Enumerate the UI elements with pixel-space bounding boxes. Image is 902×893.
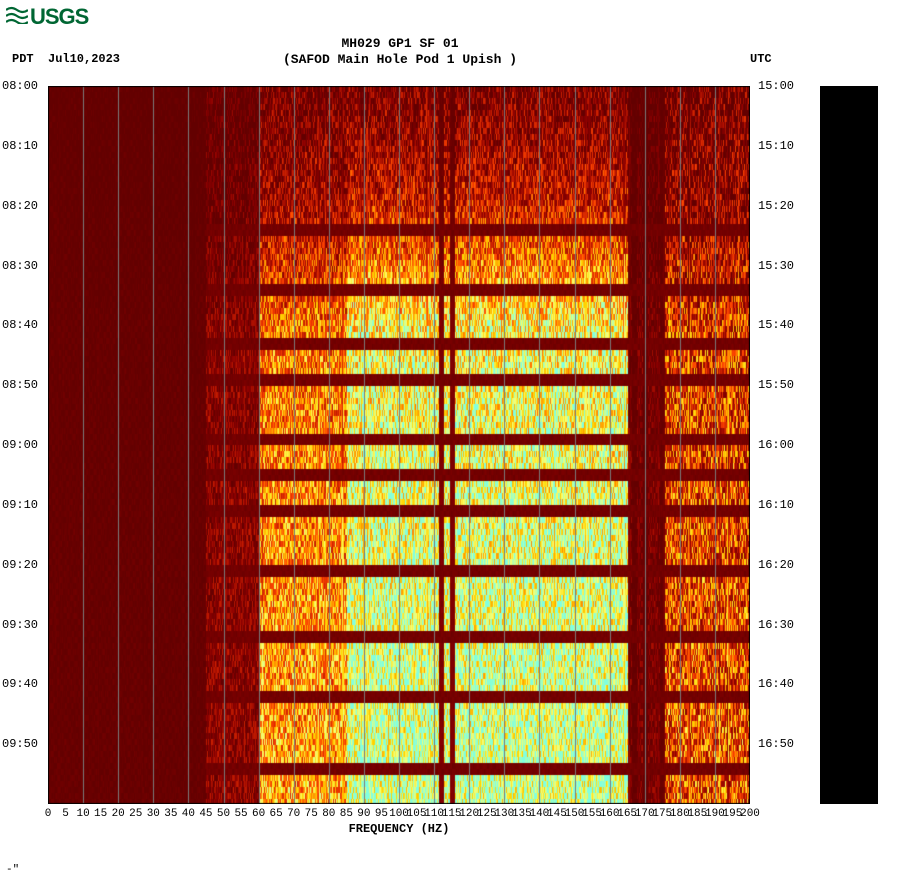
xtick: 60 xyxy=(252,808,265,820)
ytick-right: 15:00 xyxy=(758,79,794,93)
xaxis-label: FREQUENCY (HZ) xyxy=(48,822,750,836)
xtick: 25 xyxy=(129,808,142,820)
xtick: 10 xyxy=(76,808,89,820)
xtick: 70 xyxy=(287,808,300,820)
timezone-left-label: PDT xyxy=(12,52,34,66)
spectrogram-plot xyxy=(48,86,750,804)
xtick: 35 xyxy=(164,808,177,820)
date-label: Jul10,2023 xyxy=(48,52,120,66)
xtick: 40 xyxy=(182,808,195,820)
ytick-left: 08:00 xyxy=(2,79,38,93)
logo-waves-icon xyxy=(6,4,28,30)
ytick-right: 15:20 xyxy=(758,199,794,213)
xtick: 200 xyxy=(740,808,760,820)
xtick: 55 xyxy=(234,808,247,820)
xtick: 75 xyxy=(305,808,318,820)
ytick-left: 09:30 xyxy=(2,618,38,632)
xtick: 95 xyxy=(375,808,388,820)
xtick: 30 xyxy=(147,808,160,820)
ytick-left: 09:20 xyxy=(2,558,38,572)
ytick-left: 08:40 xyxy=(2,318,38,332)
ytick-right: 15:40 xyxy=(758,318,794,332)
ytick-left: 08:20 xyxy=(2,199,38,213)
ytick-right: 15:50 xyxy=(758,378,794,392)
ytick-left: 09:00 xyxy=(2,438,38,452)
xtick: 20 xyxy=(112,808,125,820)
ytick-right: 16:00 xyxy=(758,438,794,452)
timezone-right-label: UTC xyxy=(750,52,772,66)
ytick-left: 09:40 xyxy=(2,677,38,691)
ytick-right: 16:50 xyxy=(758,737,794,751)
xtick: 65 xyxy=(270,808,283,820)
ytick-right: 16:10 xyxy=(758,498,794,512)
title-line1: MH029 GP1 SF 01 xyxy=(0,36,800,52)
xtick: 85 xyxy=(340,808,353,820)
footer-caret: -" xyxy=(6,864,19,876)
ytick-right: 16:30 xyxy=(758,618,794,632)
colorbar xyxy=(820,86,878,804)
ytick-left: 08:50 xyxy=(2,378,38,392)
xtick: 15 xyxy=(94,808,107,820)
xtick: 90 xyxy=(357,808,370,820)
xtick: 45 xyxy=(199,808,212,820)
xtick: 5 xyxy=(62,808,69,820)
xtick: 50 xyxy=(217,808,230,820)
ytick-left: 09:10 xyxy=(2,498,38,512)
usgs-logo: USGS xyxy=(6,4,88,30)
xtick: 0 xyxy=(45,808,52,820)
logo-text: USGS xyxy=(30,4,88,29)
xtick: 80 xyxy=(322,808,335,820)
ytick-right: 15:30 xyxy=(758,259,794,273)
ytick-left: 08:10 xyxy=(2,139,38,153)
ytick-right: 16:20 xyxy=(758,558,794,572)
ytick-right: 15:10 xyxy=(758,139,794,153)
ytick-right: 16:40 xyxy=(758,677,794,691)
ytick-left: 08:30 xyxy=(2,259,38,273)
ytick-left: 09:50 xyxy=(2,737,38,751)
